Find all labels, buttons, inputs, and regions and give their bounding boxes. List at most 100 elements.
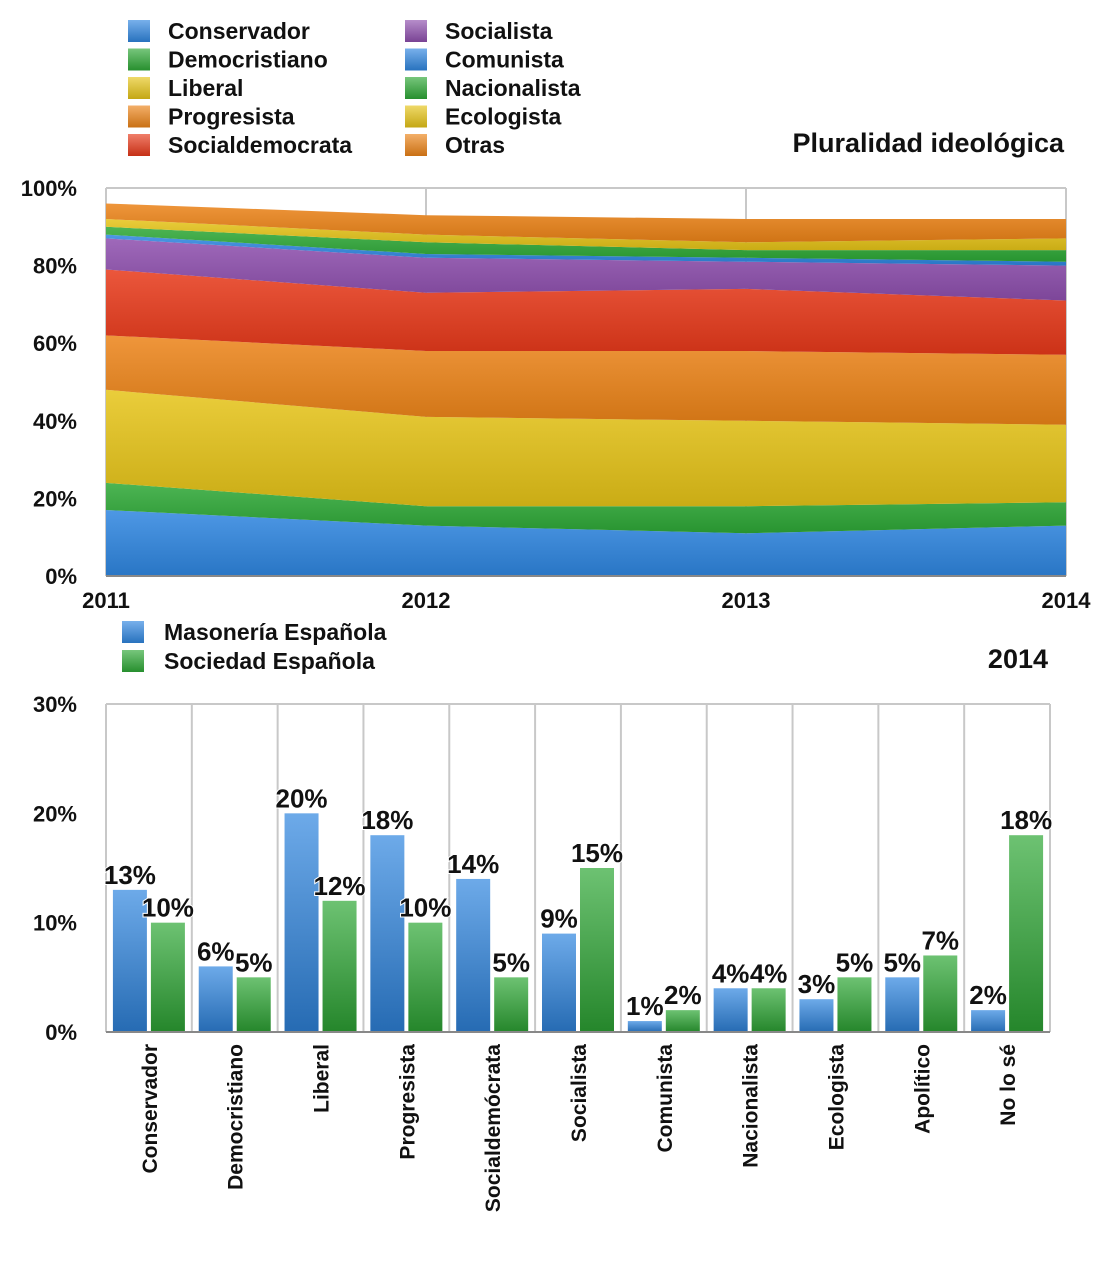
- bar-data-label: 15%: [571, 838, 623, 868]
- bar-data-label: 5%: [235, 947, 273, 977]
- bar-masoneria: [456, 878, 491, 1032]
- x-category-label: Conservador: [139, 1044, 162, 1174]
- x-category-label: Socialista: [568, 1044, 591, 1142]
- bar-sociedad: [580, 868, 614, 1032]
- bar-masoneria: [112, 889, 147, 1032]
- bar-masoneria: [370, 835, 405, 1032]
- bar-data-label: 6%: [197, 936, 235, 966]
- legend-swatch: [122, 650, 144, 672]
- legend-swatch: [405, 105, 427, 128]
- area-series-ecologista: [106, 219, 1066, 251]
- legend-swatch: [405, 134, 427, 156]
- x-category-label: Democristiano: [225, 1044, 248, 1190]
- bar-data-label: 5%: [492, 947, 530, 977]
- bar-data-label: 10%: [142, 893, 194, 923]
- bar-sociedad: [150, 922, 185, 1032]
- legend-swatch: [122, 621, 144, 643]
- y-tick-label: 100%: [21, 176, 77, 201]
- legend-label: Socialdemocrata: [168, 132, 352, 158]
- chart-title: Pluralidad ideológica: [792, 128, 1065, 158]
- area-series-comunista: [106, 234, 1066, 266]
- legend-swatch: [405, 20, 427, 42]
- bar-masoneria: [799, 999, 834, 1032]
- y-tick-label: 0%: [45, 1020, 77, 1045]
- bar-chart: Masonería Española Sociedad Española 2014 1…: [33, 619, 1053, 1212]
- bar-sociedad: [494, 977, 529, 1032]
- bar-masoneria: [713, 988, 748, 1032]
- x-category-label: Comunista: [654, 1044, 677, 1153]
- bar-masoneria: [971, 1010, 1006, 1032]
- legend-swatch: [128, 134, 150, 156]
- bar-sociedad: [1009, 835, 1044, 1032]
- bar-masoneria: [627, 1021, 662, 1032]
- bar-data-label: 1%: [626, 991, 664, 1021]
- bar-sociedad: [923, 955, 958, 1032]
- legend-label: Comunista: [445, 47, 564, 73]
- y-tick-label: 60%: [33, 331, 77, 356]
- area-series-nacionalista: [106, 226, 1066, 262]
- legend-label: Socialista: [445, 18, 553, 44]
- legend-label: Nacionalista: [445, 75, 581, 101]
- area-series-socialista: [106, 238, 1066, 301]
- x-tick-label: 2012: [402, 588, 451, 613]
- bar-data-label: 9%: [540, 904, 578, 934]
- bar-masoneria: [198, 966, 233, 1032]
- bar-sociedad: [322, 900, 357, 1032]
- legend-swatch: [128, 77, 150, 99]
- legend-swatch: [128, 48, 150, 71]
- legend-label: Liberal: [168, 75, 243, 101]
- bar-data-label: 7%: [921, 925, 959, 955]
- bar-data-label: 14%: [447, 849, 499, 879]
- legend-label: Sociedad Española: [164, 648, 375, 674]
- bar-data-label: 13%: [104, 860, 156, 890]
- x-tick-label: 2011: [82, 588, 130, 613]
- bar-sociedad: [236, 977, 271, 1032]
- x-category-label: No lo sé: [997, 1044, 1020, 1126]
- x-tick-label: 2014: [1042, 588, 1092, 613]
- x-category-label: Socialdemócrata: [482, 1044, 505, 1212]
- y-tick-label: 20%: [33, 801, 77, 826]
- bar-masoneria: [885, 977, 920, 1032]
- x-category-label: Liberal: [311, 1044, 334, 1113]
- bar-data-label: 18%: [361, 805, 413, 835]
- area-series-progresista: [106, 335, 1066, 425]
- bar-data-label: 12%: [314, 871, 366, 901]
- bar-data-label: 5%: [883, 947, 921, 977]
- y-tick-label: 10%: [33, 911, 77, 936]
- bar-data-label: 5%: [836, 947, 874, 977]
- bar-sociedad: [408, 922, 443, 1032]
- area-series-socialdemocrata: [106, 269, 1066, 355]
- legend-swatch: [128, 105, 150, 128]
- chart-title: 2014: [988, 644, 1048, 674]
- bar-sociedad: [751, 988, 786, 1032]
- legend-label: Ecologista: [445, 104, 562, 130]
- area-series-liberal: [106, 389, 1066, 507]
- legend-swatch: [405, 77, 427, 99]
- legend-swatch: [128, 20, 150, 42]
- area-series-otras: [106, 203, 1066, 243]
- bar-data-label: 20%: [276, 783, 328, 813]
- bar-data-label: 4%: [712, 958, 750, 988]
- legend-label: Conservador: [168, 18, 310, 44]
- bar-sociedad: [665, 1010, 700, 1032]
- legend-label: Masonería Española: [164, 619, 387, 645]
- bar-data-label: 10%: [399, 893, 451, 923]
- bar-data-label: 18%: [1000, 805, 1052, 835]
- x-category-label: Ecologista: [825, 1044, 848, 1151]
- bar-masoneria: [542, 933, 576, 1032]
- y-tick-label: 40%: [33, 409, 77, 434]
- legend-swatch: [405, 48, 427, 71]
- bar-data-label: 4%: [750, 958, 788, 988]
- bar-data-label: 3%: [798, 969, 836, 999]
- x-category-label: Apolítico: [911, 1044, 934, 1134]
- x-category-label: Nacionalista: [740, 1044, 763, 1168]
- legend-label: Progresista: [168, 104, 295, 130]
- bar-data-label: 2%: [969, 980, 1007, 1010]
- y-tick-label: 80%: [33, 254, 77, 279]
- y-tick-label: 20%: [33, 486, 77, 511]
- y-tick-label: 0%: [45, 564, 77, 589]
- y-tick-label: 30%: [33, 692, 77, 717]
- area-series-conservador: [106, 510, 1066, 576]
